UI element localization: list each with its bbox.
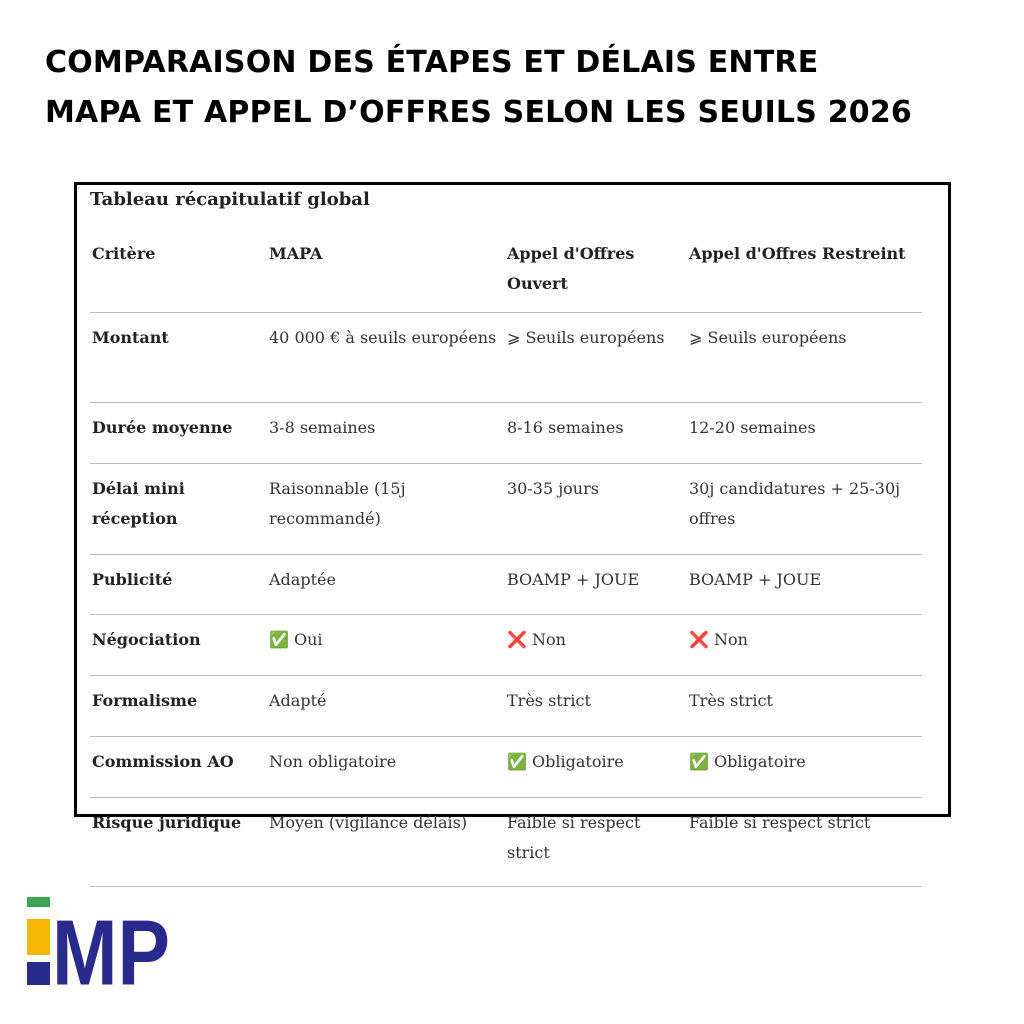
table-cell: Adapté — [267, 675, 505, 737]
table-cell: Risque juridique — [90, 797, 267, 887]
table-cell: 3-8 semaines — [267, 402, 505, 464]
table-cell: 12-20 semaines — [687, 402, 922, 464]
column-header: Appel d'Offres Restreint — [687, 237, 922, 313]
table-row: Négociation ✅ Oui ❌ Non ❌ Non — [90, 614, 922, 676]
table-cell: Faible si respect strict — [505, 797, 687, 887]
column-header: Critère — [90, 237, 267, 313]
table-cell: 8-16 semaines — [505, 402, 687, 464]
table-cell: Publicité — [90, 554, 267, 615]
table-cell: BOAMP + JOUE — [687, 554, 922, 615]
table-cell: Durée moyenne — [90, 402, 267, 464]
table-cell: Commission AO — [90, 736, 267, 798]
table-cell: Faible si respect strict — [687, 797, 922, 887]
table-cell: ✅ Obligatoire — [687, 736, 922, 798]
table-cell: ✅ Obligatoire — [505, 736, 687, 798]
table-cell: ✅ Oui — [267, 614, 505, 676]
table-row: Commission AO Non obligatoire ✅ Obligatoir… — [90, 736, 922, 798]
column-header: MAPA — [267, 237, 505, 313]
table-cell: Très strict — [687, 675, 922, 737]
table-cell: Raisonnable (15j recommandé) — [267, 463, 505, 555]
table-cell: ⩾ Seuils européens — [687, 312, 922, 403]
table-row: Délai mini réception Raisonnable (15j rec… — [90, 463, 922, 555]
table-cell: Formalisme — [90, 675, 267, 737]
table-cell: Adaptée — [267, 554, 505, 615]
header-row: Critère MAPA Appel d'Offres Ouvert Appel d'… — [90, 237, 922, 313]
table-cell: ❌ Non — [505, 614, 687, 676]
table-cell: Non obligatoire — [267, 736, 505, 798]
table-caption: Tableau récapitulatif global — [90, 189, 370, 210]
title-line: MAPA ET APPEL D’OFFRES SELON LES SEUILS … — [45, 95, 912, 130]
title-line: COMPARAISON DES ÉTAPES ET DÉLAIS ENTRE — [45, 45, 819, 80]
title: COMPARAISON DES ÉTAPES ET DÉLAIS ENTRE MA… — [45, 38, 912, 138]
table-row: Durée moyenne 3-8 semaines 8-16 semaines 12… — [90, 402, 922, 464]
table-cell: 40 000 € à seuils européens — [267, 312, 505, 403]
table-cell: ⩾ Seuils européens — [505, 312, 687, 403]
logo: MP — [27, 897, 170, 990]
table-cell: Très strict — [505, 675, 687, 737]
table-cell: Délai mini réception — [90, 463, 267, 555]
table-row: Formalisme Adapté Très strict Très strict — [90, 675, 922, 737]
table-cell: 30j candidatures + 25-30j offres — [687, 463, 922, 555]
table-row: Montant 40 000 € à seuils européens ⩾ Seui… — [90, 312, 922, 403]
table: Critère MAPA Appel d'Offres Ouvert Appel d'… — [90, 237, 922, 887]
table-row: Risque juridique Moyen (vigilance délais)… — [90, 797, 922, 887]
logo-text: MP — [52, 901, 170, 990]
table-cell: 30-35 jours — [505, 463, 687, 555]
column-header: Appel d'Offres Ouvert — [505, 237, 687, 313]
logo-bar — [27, 897, 50, 907]
logo-bar — [27, 919, 50, 955]
table-cell: BOAMP + JOUE — [505, 554, 687, 615]
table-frame: Tableau récapitulatif global Critère MAPA… — [74, 182, 951, 887]
table-row: Publicité Adaptée BOAMP + JOUE BOAMP + JOUE — [90, 554, 922, 615]
table-cell: ❌ Non — [687, 614, 922, 676]
table-cell: Négociation — [90, 614, 267, 676]
logo-bar — [27, 962, 50, 985]
table-cell: Moyen (vigilance délais) — [267, 797, 505, 887]
table-cell: Montant — [90, 312, 267, 403]
